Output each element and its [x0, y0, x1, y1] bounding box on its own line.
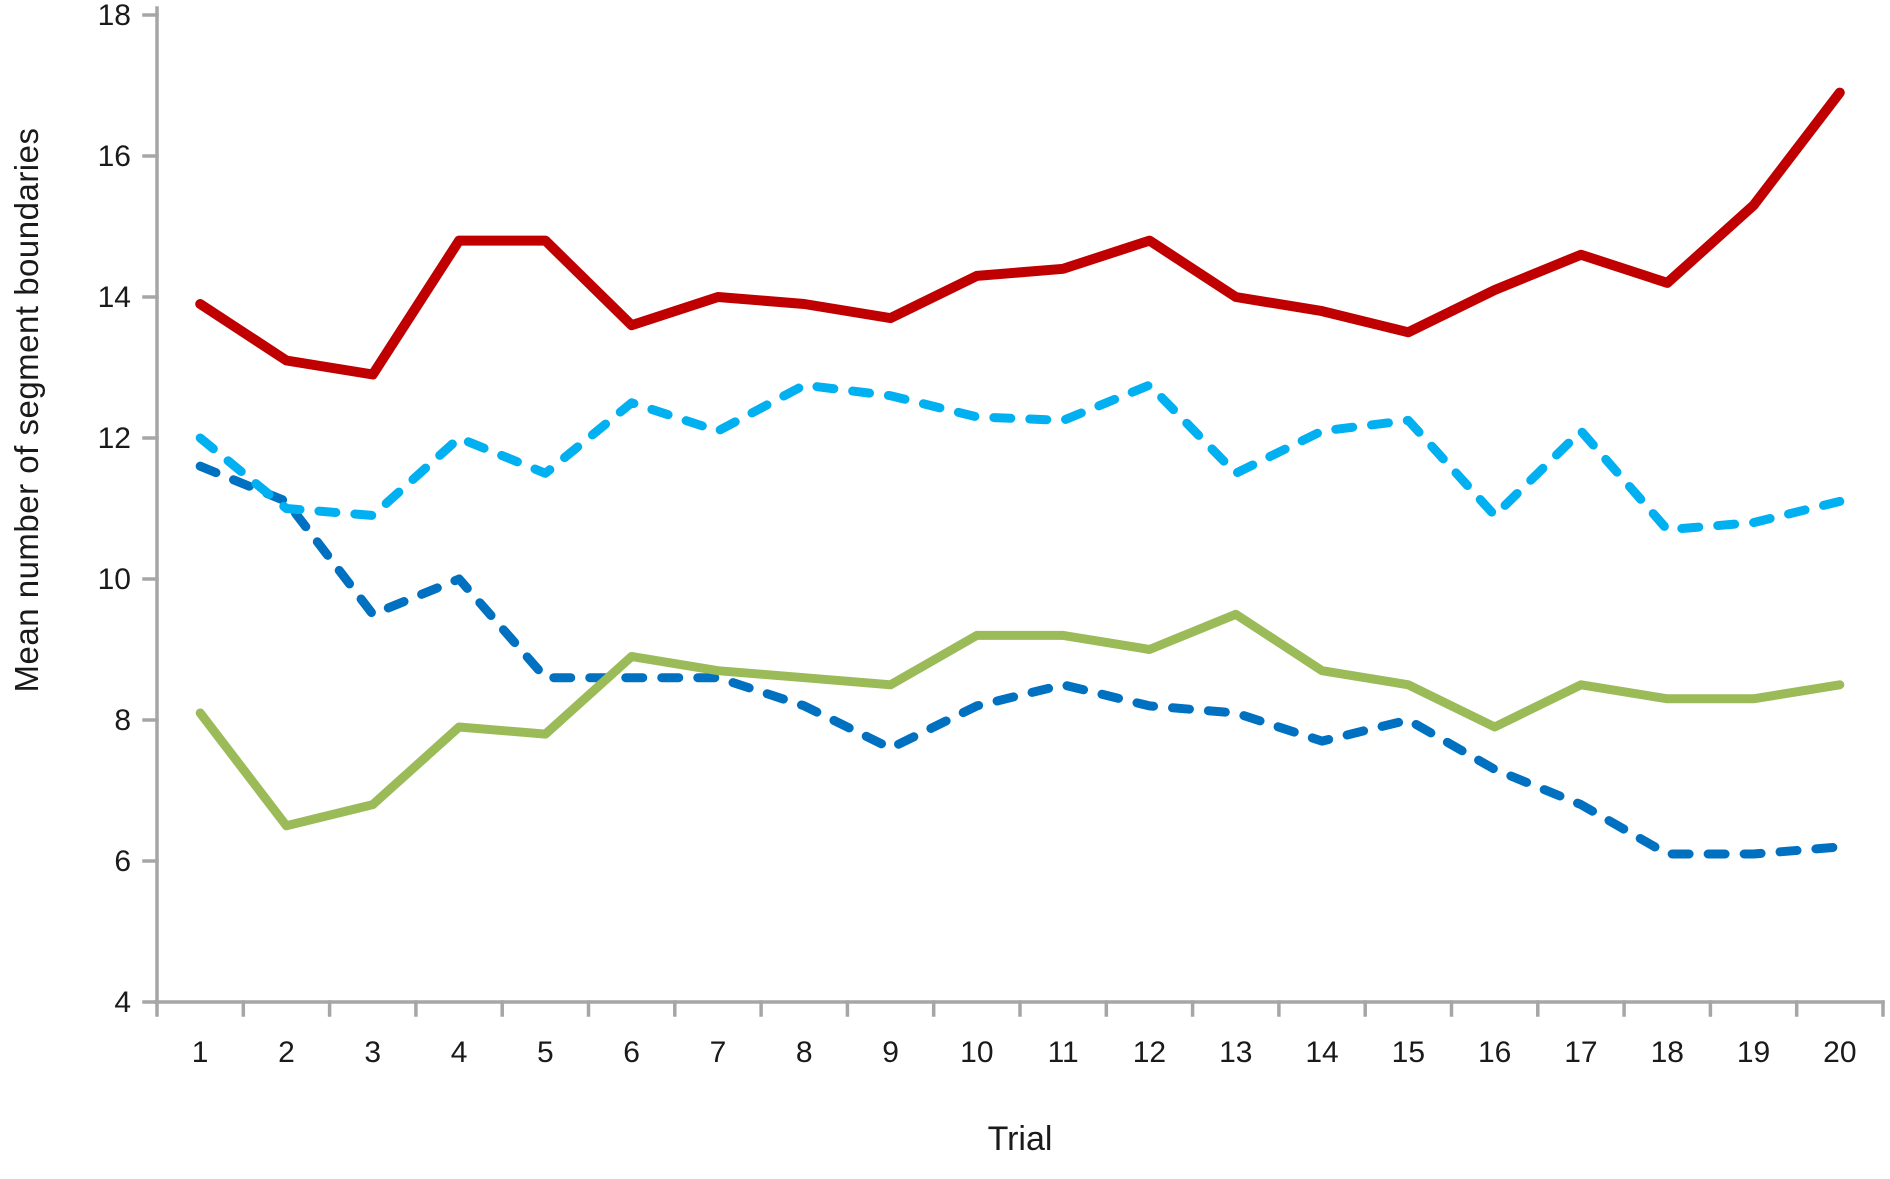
series-light-blue-dashed-line	[195, 380, 1845, 535]
series-green-solid-line	[195, 609, 1845, 831]
y-tick-label: 18	[98, 0, 131, 32]
y-tick-label: 8	[114, 704, 131, 737]
y-tick-label: 6	[114, 845, 131, 878]
x-axis-title: Trial	[987, 1120, 1053, 1158]
x-tick-label: 9	[882, 1036, 899, 1069]
y-axis-title: Mean number of segment boundaries	[8, 127, 45, 693]
series-dark-red-solid-line	[195, 87, 1845, 380]
x-tick-label: 2	[278, 1036, 295, 1069]
series-dark-blue-dashed-line	[195, 461, 1845, 859]
y-tick-label: 12	[98, 422, 131, 455]
x-tick-label: 14	[1305, 1036, 1338, 1069]
x-tick-label: 11	[1048, 1036, 1079, 1069]
x-tick-label: 19	[1737, 1036, 1770, 1069]
x-tick-label: 5	[537, 1036, 554, 1069]
x-tick-label: 15	[1392, 1036, 1425, 1069]
x-tick-label: 13	[1219, 1036, 1252, 1069]
x-tick-label: 10	[960, 1036, 993, 1069]
y-tick-label: 4	[114, 986, 131, 1019]
axes	[142, 6, 1885, 1017]
x-tick-label: 17	[1564, 1036, 1597, 1069]
y-tick-label: 14	[98, 281, 131, 314]
x-tick-label: 20	[1823, 1036, 1856, 1069]
x-tick-label: 7	[710, 1036, 727, 1069]
x-tick-label: 16	[1478, 1036, 1511, 1069]
x-tick-label: 4	[451, 1036, 468, 1069]
y-tick-label: 10	[98, 563, 131, 596]
x-tick-label: 12	[1133, 1036, 1166, 1069]
x-tick-label: 1	[192, 1036, 209, 1069]
x-tick-label: 8	[796, 1036, 813, 1069]
y-tick-label: 16	[98, 140, 131, 173]
x-tick-label: 18	[1651, 1036, 1684, 1069]
x-tick-label: 3	[364, 1036, 381, 1069]
x-tick-label: 6	[623, 1036, 640, 1069]
